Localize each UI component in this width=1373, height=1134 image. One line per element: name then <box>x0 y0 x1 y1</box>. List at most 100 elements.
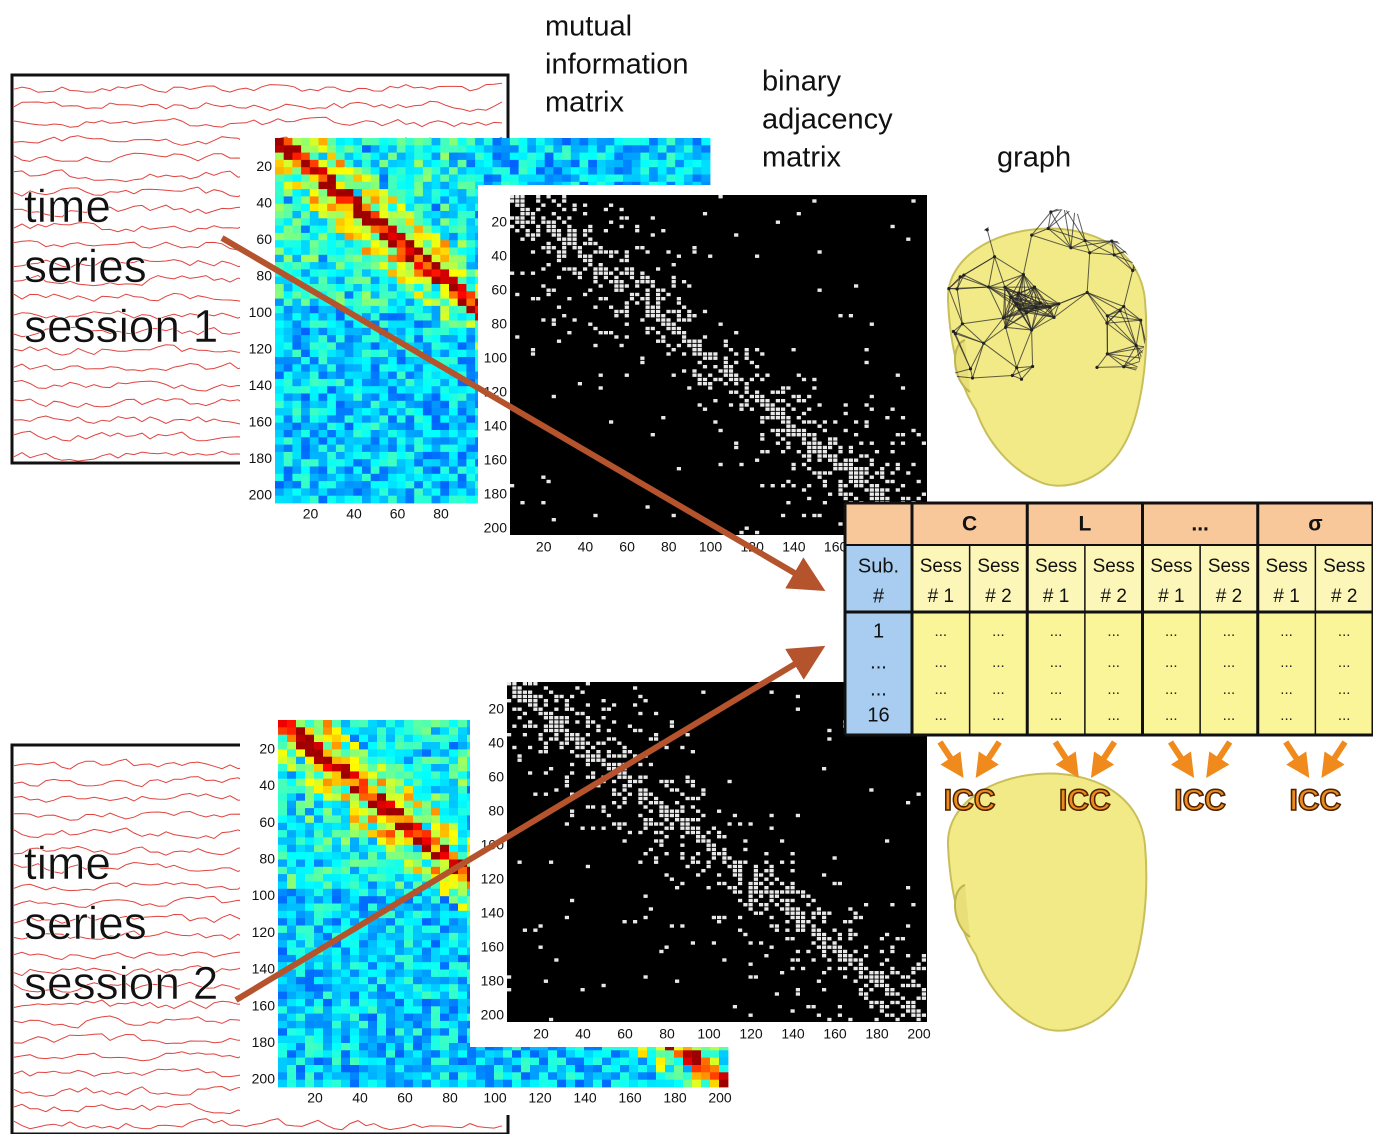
matrix-cell <box>397 488 406 496</box>
matrix-cell <box>327 430 336 438</box>
matrix-cell <box>275 182 284 190</box>
matrix-cell <box>379 313 388 321</box>
matrix-cell <box>319 189 328 197</box>
matrix-cell <box>287 823 296 831</box>
matrix-cell <box>362 196 371 204</box>
matrix-cell <box>341 874 350 882</box>
matrix-edge <box>703 335 707 338</box>
matrix-cell <box>345 459 354 467</box>
matrix-cell <box>296 757 305 765</box>
matrix-edge <box>781 399 785 402</box>
matrix-edge <box>776 399 780 402</box>
matrix-cell <box>287 845 296 853</box>
matrix-cell <box>275 299 284 307</box>
matrix-edge <box>870 395 874 398</box>
matrix-cell <box>319 488 328 496</box>
matrix-cell <box>423 488 432 496</box>
matrix-cell <box>571 160 580 168</box>
matrix-cell <box>414 160 423 168</box>
matrix-cell <box>278 933 287 941</box>
matrix-cell <box>323 867 332 875</box>
matrix-edge <box>917 433 921 436</box>
matrix-cell <box>397 445 406 453</box>
matrix-edge <box>536 195 540 198</box>
matrix-edge <box>692 314 696 317</box>
matrix-cell <box>305 896 314 904</box>
matrix-cell <box>431 845 440 853</box>
matrix-cell <box>414 481 423 489</box>
matrix-cell <box>536 167 545 175</box>
matrix-cell <box>319 386 328 394</box>
matrix-cell <box>614 175 623 183</box>
matrix-cell <box>414 364 423 372</box>
matrix-cell <box>278 779 287 787</box>
matrix-cell <box>458 911 467 919</box>
matrix-cell <box>386 860 395 868</box>
matrix-cell <box>336 226 345 234</box>
matrix-cell <box>310 408 319 416</box>
matrix-cell <box>327 233 336 241</box>
matrix-cell <box>449 955 458 963</box>
y-tick-label: 100 <box>484 350 508 366</box>
matrix-edge <box>755 365 759 368</box>
matrix-cell <box>449 167 458 175</box>
matrix-edge <box>797 374 801 377</box>
matrix-edge <box>651 284 655 287</box>
matrix-cell <box>466 423 475 431</box>
matrix-cell <box>319 415 328 423</box>
matrix-cell <box>440 771 449 779</box>
matrix-cell <box>414 335 423 343</box>
matrix-edge <box>630 272 634 275</box>
matrix-cell <box>345 153 354 161</box>
matrix-cell <box>388 233 397 241</box>
matrix-cell <box>377 757 386 765</box>
matrix-cell <box>350 793 359 801</box>
matrix-cell <box>386 727 395 735</box>
matrix-cell <box>368 867 377 875</box>
matrix-cell <box>388 488 397 496</box>
matrix-cell <box>319 342 328 350</box>
matrix-cell <box>395 742 404 750</box>
matrix-cell <box>284 386 293 394</box>
matrix-cell <box>323 720 332 728</box>
matrix-cell <box>314 933 323 941</box>
matrix-cell <box>350 948 359 956</box>
matrix-cell <box>422 867 431 875</box>
matrix-cell <box>292 255 301 263</box>
matrix-cell <box>458 189 467 197</box>
matrix-cell <box>319 350 328 358</box>
matrix-cell <box>413 801 422 809</box>
matrix-cell <box>362 364 371 372</box>
matrix-edge <box>557 204 561 207</box>
matrix-cell <box>275 437 284 445</box>
matrix-cell <box>395 940 404 948</box>
matrix-edge <box>765 374 769 377</box>
matrix-cell <box>310 240 319 248</box>
matrix-cell <box>345 269 354 277</box>
matrix-cell <box>284 313 293 321</box>
matrix-edge <box>536 229 540 232</box>
matrix-cell <box>284 175 293 183</box>
matrix-cell <box>327 372 336 380</box>
matrix-cell <box>614 167 623 175</box>
matrix-cell <box>278 815 287 823</box>
matrix-cell <box>323 845 332 853</box>
matrix-cell <box>397 321 406 329</box>
matrix-cell <box>667 153 676 161</box>
matrix-edge <box>661 323 665 326</box>
matrix-cell <box>353 240 362 248</box>
matrix-cell <box>449 904 458 912</box>
matrix-cell <box>431 837 440 845</box>
matrix-cell <box>353 408 362 416</box>
matrix-cell <box>553 153 562 161</box>
matrix-cell <box>377 933 386 941</box>
matrix-cell <box>371 394 380 402</box>
matrix-cell <box>432 321 441 329</box>
matrix-cell <box>353 496 362 504</box>
matrix-cell <box>296 808 305 816</box>
matrix-cell <box>332 962 341 970</box>
matrix-cell <box>350 867 359 875</box>
matrix-cell <box>275 284 284 292</box>
matrix-cell <box>278 749 287 757</box>
matrix-edge <box>547 229 551 232</box>
